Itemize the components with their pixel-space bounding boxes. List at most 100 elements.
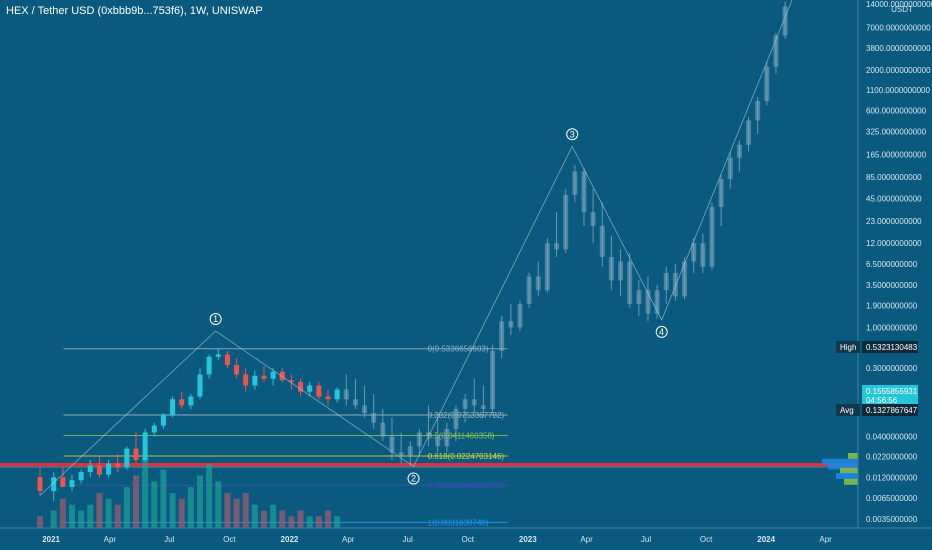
projected-candle-body xyxy=(563,194,569,250)
volume-bar xyxy=(96,493,103,528)
projected-candle-body xyxy=(499,321,505,351)
volume-bar xyxy=(87,504,94,528)
projected-candle-body xyxy=(380,422,386,437)
volume-bar xyxy=(242,493,249,528)
elliott-wave: 12345 xyxy=(39,0,793,496)
candle-body xyxy=(51,477,57,491)
price-tag-value: 0.5323130483 xyxy=(866,343,918,352)
price-tag-value: 0.1327867647 xyxy=(866,406,918,415)
volume-bar xyxy=(50,510,57,528)
volume-profile-bar xyxy=(836,472,858,479)
volume-bar xyxy=(288,516,295,528)
fib-level-label: 0.618(0.0224703146) xyxy=(428,452,505,461)
volume-bar xyxy=(334,516,341,528)
volume-bar xyxy=(224,493,231,528)
volume-bar xyxy=(151,481,158,528)
projected-candle-body xyxy=(736,144,742,158)
fib-level-label: 1(0.0031638740) xyxy=(428,518,489,527)
projected-candle-body xyxy=(526,276,532,304)
projected-candle-body xyxy=(480,405,486,409)
candle-body xyxy=(151,425,157,433)
projected-candle-body xyxy=(636,290,642,304)
candle-body xyxy=(197,374,203,397)
wave-marker xyxy=(407,472,420,485)
volume-bar xyxy=(279,510,286,528)
y-tick-label: 0.3000000000 xyxy=(866,364,918,373)
volume-profile-bar xyxy=(828,463,858,470)
candle-body xyxy=(78,472,84,481)
candles xyxy=(37,1,788,501)
volume-profile-bar xyxy=(848,452,858,459)
x-tick-label: Jul xyxy=(164,535,174,544)
volume-bar xyxy=(59,498,66,528)
candle-body xyxy=(96,465,102,475)
projected-candle-body xyxy=(389,436,395,453)
price-tag-label: High xyxy=(840,343,856,352)
candle-body xyxy=(37,477,43,491)
volume-bar xyxy=(306,516,313,528)
y-tick-label: 0.0035000000 xyxy=(866,515,918,524)
projected-candle-body xyxy=(453,408,459,429)
projected-candle-body xyxy=(444,428,450,447)
projected-candle-body xyxy=(572,171,578,195)
x-tick-label: 2022 xyxy=(281,535,299,544)
projected-candle-body xyxy=(645,290,651,314)
price-tag-box xyxy=(862,385,918,405)
projected-candle-body xyxy=(398,452,404,457)
candle-body xyxy=(69,480,75,488)
projected-candle-body xyxy=(782,6,788,36)
volume-bar xyxy=(105,498,112,528)
projected-candle-body xyxy=(590,212,596,226)
x-tick-label: Apr xyxy=(104,535,117,544)
volume-bar xyxy=(160,469,167,528)
projected-candle-body xyxy=(407,446,413,457)
volume-bar xyxy=(169,493,176,528)
volume-bar xyxy=(132,475,139,528)
price-tag-label-box xyxy=(836,341,860,353)
volume-bar xyxy=(270,504,277,528)
price-tags: 0.5323130483 High 0.155585593104:56:560.13… xyxy=(836,341,918,416)
price-tag-box xyxy=(862,341,918,353)
y-tick-label: 3.5000000000 xyxy=(866,281,918,290)
projected-candle-body xyxy=(362,405,368,413)
y-tick-label: 14000.0000000000 xyxy=(866,0,932,9)
volume-bar xyxy=(215,481,222,528)
volume-bar xyxy=(178,498,185,528)
projected-candle-body xyxy=(343,389,349,400)
volume-bar xyxy=(260,510,267,528)
volume-bar xyxy=(251,504,258,528)
candle-body xyxy=(115,463,121,468)
wave-marker xyxy=(566,128,579,141)
candle-body xyxy=(87,465,93,473)
price-tag-value: 0.1555855931 xyxy=(866,387,918,396)
projected-candle-body xyxy=(773,35,779,67)
projected-candle-body xyxy=(535,276,541,291)
projected-candle-body xyxy=(663,272,669,291)
volume-bar xyxy=(37,516,43,528)
wave-marker xyxy=(209,312,222,325)
volume-bar xyxy=(78,510,85,528)
projected-candle-body xyxy=(700,243,706,267)
volume-profile-bar xyxy=(844,478,858,485)
x-tick-label: Jul xyxy=(641,535,651,544)
candle-body xyxy=(133,448,139,460)
x-tick-label: Apr xyxy=(342,535,355,544)
candle-body xyxy=(142,432,148,460)
candle-body xyxy=(224,354,230,365)
candle-body xyxy=(188,396,194,406)
y-tick-label: 6.5000000000 xyxy=(866,260,918,269)
volume-bars xyxy=(37,452,858,528)
candle-body xyxy=(288,380,294,382)
volume-profile-bar xyxy=(822,458,858,465)
projected-candle-body xyxy=(672,272,678,297)
wave-label: 2 xyxy=(411,473,416,483)
y-tick-label: 85.0000000000 xyxy=(866,173,922,182)
volume-bar xyxy=(187,487,194,528)
x-tick-label: Jul xyxy=(403,535,413,544)
y-tick-label: 0.0120000000 xyxy=(866,473,918,482)
x-tick-label: 2021 xyxy=(42,535,60,544)
y-tick-label: 0.0220000000 xyxy=(866,453,918,462)
